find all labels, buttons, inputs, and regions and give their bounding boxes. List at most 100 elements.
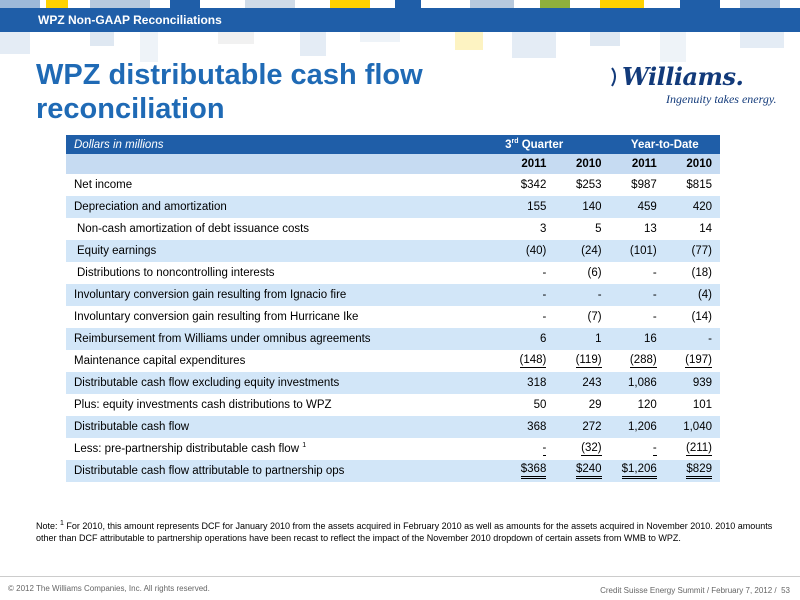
row-label: Plus: equity investments cash distributi…	[66, 394, 459, 416]
footnote: Note: 1 For 2010, this amount represents…	[36, 520, 776, 544]
value-text: (4)	[697, 289, 712, 301]
value-cell: (4)	[664, 284, 720, 306]
value-cell: 1	[554, 328, 610, 350]
footnote-ref: 1	[302, 442, 307, 450]
value-cell: -	[664, 328, 720, 350]
value-cell: (14)	[665, 306, 720, 328]
row-label: Distributions to noncontrolling interest…	[66, 262, 459, 284]
value-text: (77)	[691, 245, 712, 257]
row-label-text: Less: pre-partnership distributable cash…	[74, 443, 300, 455]
value-cell: (6)	[554, 262, 609, 284]
value-text: $815	[686, 179, 712, 191]
value-text: $240	[575, 463, 602, 479]
copyright: © 2012 The Williams Companies, Inc. All …	[8, 584, 210, 593]
value-text: -	[652, 267, 657, 279]
value-cell: $240	[554, 460, 610, 482]
row-label: Reimbursement from Williams under omnibu…	[66, 328, 459, 350]
value-text: (14)	[691, 311, 712, 323]
row-label: Distributable cash flow	[66, 416, 459, 438]
value-text: 13	[643, 223, 657, 235]
value-cell: (32)	[554, 438, 609, 460]
year-header: 2010	[664, 154, 720, 174]
value-text: 1,086	[627, 377, 657, 389]
value-text: $342	[520, 179, 547, 191]
table-row: Distributable cash flow 368 272 1,206 1,040	[66, 416, 720, 438]
row-label: Depreciation and amortization	[66, 196, 459, 218]
footer-rule	[0, 576, 800, 577]
row-label-text: Distributions to noncontrolling interest…	[77, 267, 275, 279]
row-label: Involuntary conversion gain resulting fr…	[66, 306, 459, 328]
value-text: -	[542, 311, 547, 323]
year-header: 2010	[554, 154, 610, 174]
row-label-text: Plus: equity investments cash distributi…	[74, 399, 332, 411]
value-text: 420	[692, 201, 712, 213]
value-text: (40)	[525, 245, 547, 257]
value-cell: 155	[458, 196, 555, 218]
value-cell: -	[554, 284, 610, 306]
header-mosaic	[0, 32, 800, 72]
row-label: Equity earnings	[66, 240, 459, 262]
value-cell: 368	[458, 416, 555, 438]
section-label: WPZ Non-GAAP Reconciliations	[38, 13, 222, 27]
value-text: 50	[533, 399, 547, 411]
table-row: Involuntary conversion gain resulting fr…	[66, 284, 720, 306]
value-cell: 6	[458, 328, 555, 350]
header-bar	[0, 8, 800, 32]
value-cell: 939	[664, 372, 720, 394]
row-label: Net income	[66, 174, 459, 196]
value-cell: 29	[554, 394, 609, 416]
value-text: (211)	[686, 442, 712, 456]
value-cell: -	[458, 284, 555, 306]
value-text: 5	[595, 223, 602, 235]
value-text: $253	[575, 179, 602, 191]
ytd-group-header: Year-to-Date	[609, 135, 720, 154]
value-cell: $987	[610, 174, 665, 196]
value-text: $1,206	[621, 463, 657, 479]
value-cell: 120	[610, 394, 665, 416]
value-text: -	[652, 442, 657, 456]
row-label-text: Net income	[74, 179, 133, 191]
value-text: 14	[699, 223, 712, 235]
value-cell: 101	[665, 394, 720, 416]
value-text: $829	[686, 463, 712, 479]
value-cell: $829	[664, 460, 720, 482]
table-row: Distributable cash flow attributable to …	[66, 460, 720, 482]
reconciliation-table: Dollars in millions 3rd Quarter Year-to-…	[66, 135, 720, 482]
value-text: -	[542, 442, 547, 456]
value-cell: (148)	[459, 350, 555, 372]
value-cell: -	[459, 438, 555, 460]
page-number: 53	[781, 586, 790, 595]
value-cell: 1,086	[609, 372, 665, 394]
value-text: 368	[527, 421, 547, 433]
value-text: 6	[539, 333, 547, 345]
value-text: (18)	[691, 267, 712, 279]
value-cell: 13	[610, 218, 665, 240]
header-band: WPZ Non-GAAP Reconciliations	[0, 0, 800, 34]
row-label: Non-cash amortization of debt issuance c…	[66, 218, 459, 240]
table-row: Non-cash amortization of debt issuance c…	[66, 218, 720, 240]
row-label: Less: pre-partnership distributable cash…	[66, 438, 459, 460]
value-cell: 318	[458, 372, 555, 394]
value-text: 318	[527, 377, 547, 389]
quarter-prefix: 3	[505, 138, 512, 151]
value-text: (32)	[581, 442, 602, 456]
value-cell: 1,040	[664, 416, 720, 438]
value-text: -	[542, 267, 547, 279]
value-cell: (119)	[554, 350, 609, 372]
value-text: -	[652, 289, 657, 301]
value-cell: 50	[459, 394, 555, 416]
value-cell: (24)	[554, 240, 610, 262]
value-cell: $342	[459, 174, 555, 196]
williams-logo: Williams. Ingenuity takes energy.	[611, 62, 777, 112]
value-cell: 420	[664, 196, 720, 218]
value-cell: 140	[554, 196, 610, 218]
value-text: 3	[539, 223, 547, 235]
page-title-line2: reconciliation	[36, 93, 225, 125]
value-text: 120	[637, 399, 657, 411]
value-cell: -	[609, 284, 665, 306]
quarter-suffix: Quarter	[518, 138, 564, 151]
table-header-row: Dollars in millions 3rd Quarter Year-to-…	[66, 135, 720, 154]
value-text: $368	[520, 463, 547, 479]
table-body: Net income $342 $253 $987 $815 Depreciation a…	[66, 174, 720, 482]
value-cell: (197)	[665, 350, 720, 372]
